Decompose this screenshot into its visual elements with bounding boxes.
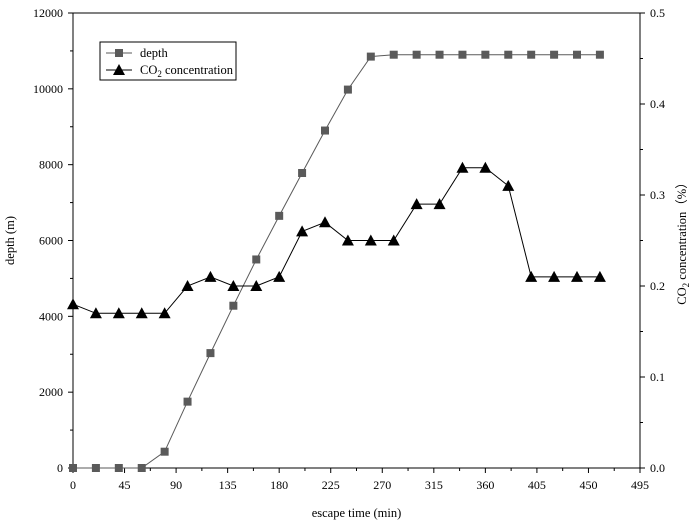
point-co2-5 [181,280,194,291]
point-depth-7 [229,301,238,310]
legend-entry-depth: depth [106,46,169,60]
y-tick-label-4: 8000 [39,158,63,172]
legend: depth CO2 concentration [99,41,237,81]
point-depth-12 [343,85,352,94]
point-co2-15 [410,198,423,210]
legend-entry-co2: CO2 concentration [106,63,234,79]
y2-tick-label-5: 0.5 [650,6,665,20]
point-co2-17 [456,161,469,173]
y-tick-label-2: 4000 [39,309,63,323]
y-tick-label-1: 2000 [39,385,63,399]
y2-tick-label-1: 0.1 [650,370,665,384]
x-tick-label-9: 405 [528,478,546,492]
point-co2-22 [571,270,583,282]
point-co2-10 [296,225,309,237]
x-tick-label-1: 45 [119,478,131,492]
point-depth-0 [69,464,77,472]
legend-depth-marker [115,49,123,57]
legend-co2-marker [113,64,125,75]
x-tick-label-3: 135 [219,478,237,492]
x-tick-label-2: 90 [170,478,182,492]
y-tick-label-0: 0 [57,461,63,475]
x-tick-label-7: 315 [425,478,443,492]
series-line-depth [73,54,600,469]
point-depth-9 [275,211,284,220]
point-depth-11 [321,126,329,135]
point-co2-11 [319,216,331,228]
x-tick-label-5: 225 [322,478,340,492]
point-depth-5 [183,397,192,406]
point-co2-1 [89,307,102,319]
point-depth-18 [481,50,490,59]
point-co2-6 [204,270,217,282]
point-depth-2 [114,464,123,472]
point-co2-18 [479,161,492,173]
y2-tick-label-3: 0.3 [650,188,665,202]
point-co2-0 [67,298,79,310]
point-co2-3 [135,307,148,319]
point-depth-10 [298,169,307,178]
point-co2-13 [364,234,377,246]
x-axis-ticks: 0 45 90 135 180 225 270 315 360 405 450 495 [70,468,649,492]
y-tick-label-5: 10000 [33,82,63,96]
legend-depth-label: depth [140,46,169,60]
point-co2-9 [273,270,286,282]
y-tick-label-6: 12000 [33,6,63,20]
x-tick-label-4: 180 [270,478,288,492]
y2-axis-title-subscript: 2 [681,283,691,288]
point-co2-8 [250,280,263,291]
y2-axis-title-co: CO [675,287,689,304]
series-markers [67,50,606,472]
point-depth-21 [550,50,559,59]
x-tick-label-8: 360 [476,478,494,492]
point-co2-19 [502,179,515,191]
x-tick-label-6: 270 [373,478,391,492]
x-tick-label-0: 0 [70,478,76,492]
x-axis-title: escape time (min) [312,506,402,520]
point-depth-14 [389,50,398,59]
point-depth-1 [91,464,100,472]
x-tick-label-10: 450 [579,478,597,492]
point-depth-6 [206,349,215,358]
point-depth-13 [366,52,375,61]
point-co2-21 [548,270,561,282]
y2-tick-label-4: 0.4 [650,97,665,111]
y-tick-label-3: 6000 [39,234,63,248]
y2-tick-label-0: 0.0 [650,461,665,475]
point-co2-2 [112,307,125,319]
point-co2-7 [227,280,240,291]
point-co2-4 [158,307,171,319]
legend-co2-label-rest: concentration [162,63,234,77]
point-depth-17 [458,50,467,59]
x-tick-label-11: 495 [631,478,649,492]
y2-axis-title-rest: concentration（%） [675,176,689,283]
point-depth-15 [412,50,421,59]
y-axis-ticks: 0 2000 4000 6000 8000 10000 12000 [33,6,73,475]
point-depth-19 [504,50,513,59]
legend-co2-label-co: CO [140,63,157,77]
point-co2-14 [387,234,400,246]
point-depth-16 [435,50,444,59]
series-lines [72,54,600,469]
point-depth-22 [573,50,581,59]
point-co2-12 [341,234,354,246]
point-depth-3 [137,464,146,472]
point-depth-23 [595,50,604,59]
y-axis-title: depth (m) [3,216,17,265]
y2-axis-title: CO2 concentration（%） [675,176,691,304]
point-co2-23 [593,270,606,282]
point-depth-20 [527,50,536,59]
legend-co2-label: CO2 concentration [140,63,234,79]
series-line-co2 [72,167,600,314]
point-co2-20 [525,270,538,282]
legend-co2-label-subscript: 2 [157,69,162,79]
point-depth-8 [252,255,261,264]
point-co2-16 [433,198,446,210]
y2-axis-ticks: 0.0 0.1 0.2 0.3 0.4 0.5 [640,6,665,475]
point-depth-4 [160,447,169,456]
y2-tick-label-2: 0.2 [650,279,665,293]
